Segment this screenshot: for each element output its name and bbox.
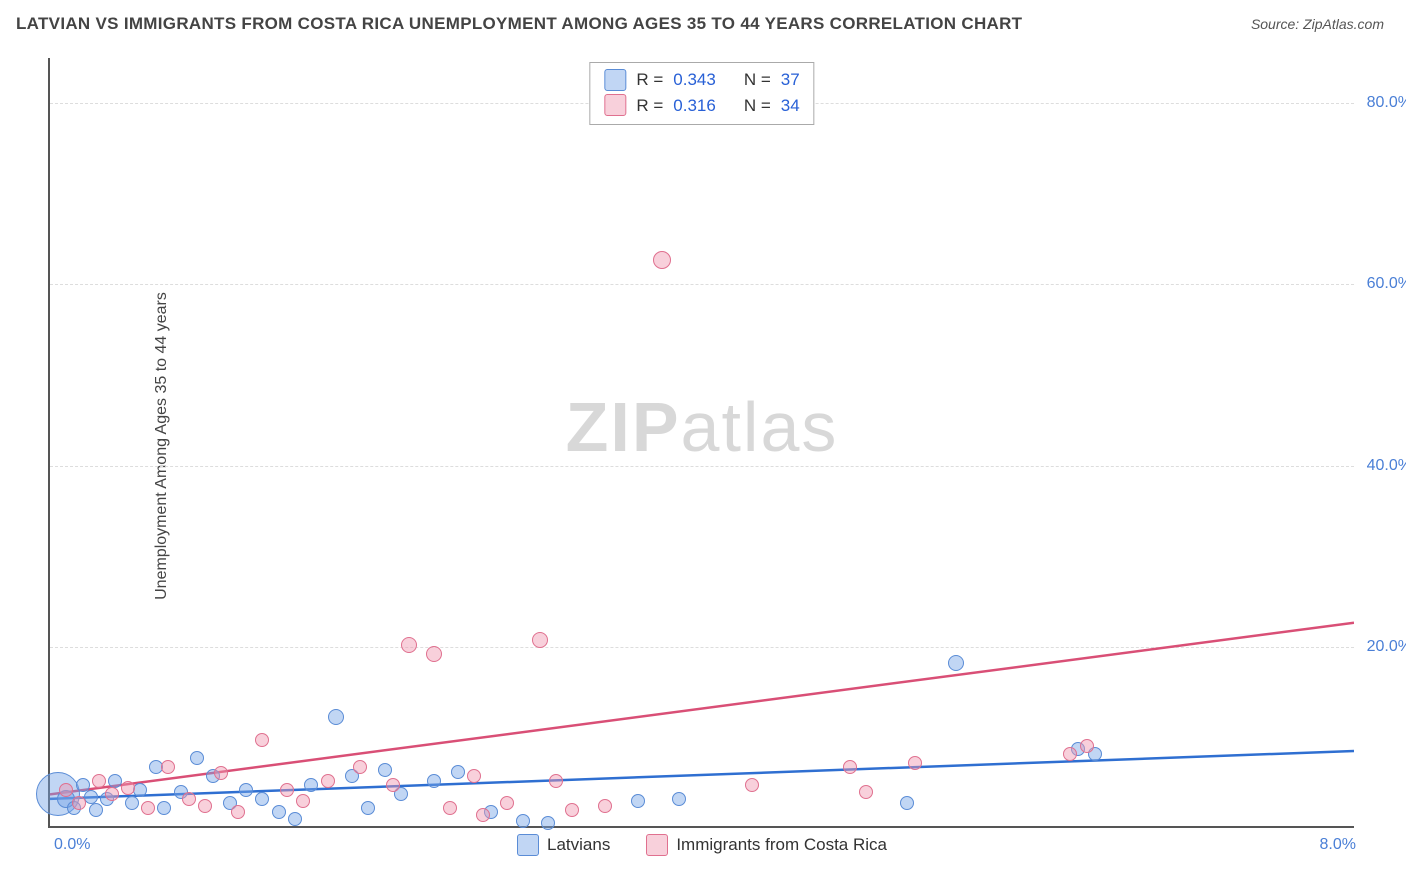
legend-swatch-series1b <box>517 834 539 856</box>
scatter-point-series2 <box>843 760 857 774</box>
scatter-point-series2 <box>141 801 155 815</box>
scatter-point-series1 <box>361 801 375 815</box>
scatter-point-series2 <box>1080 739 1094 753</box>
scatter-point-series1 <box>89 803 103 817</box>
scatter-point-series1 <box>157 801 171 815</box>
scatter-point-series2 <box>653 251 671 269</box>
scatter-point-series2 <box>467 769 481 783</box>
scatter-point-series1 <box>304 778 318 792</box>
scatter-point-series1 <box>125 796 139 810</box>
y-tick-label: 20.0% <box>1367 638 1406 656</box>
scatter-point-series1 <box>255 792 269 806</box>
gridline <box>50 466 1354 467</box>
scatter-point-series2 <box>280 783 294 797</box>
y-tick-label: 60.0% <box>1367 275 1406 293</box>
legend-row-series1: R = 0.343 N = 37 <box>604 67 799 93</box>
scatter-point-series2 <box>401 637 417 653</box>
scatter-point-series1 <box>108 774 122 788</box>
scatter-point-series2 <box>908 756 922 770</box>
r-value-series1: 0.343 <box>673 67 716 93</box>
plot-area: ZIPatlas 20.0%40.0%60.0%80.0% R = 0.343 … <box>48 58 1354 828</box>
scatter-point-series2 <box>59 783 73 797</box>
legend-row-series2: R = 0.316 N = 34 <box>604 93 799 119</box>
scatter-point-series2 <box>443 801 457 815</box>
legend-swatch-series2 <box>604 94 626 116</box>
scatter-point-series1 <box>288 812 302 826</box>
n-label: N = <box>744 67 771 93</box>
scatter-point-series2 <box>105 787 119 801</box>
scatter-point-series2 <box>549 774 563 788</box>
scatter-point-series1 <box>900 796 914 810</box>
scatter-point-series1 <box>328 709 344 725</box>
scatter-point-series2 <box>386 778 400 792</box>
scatter-point-series1 <box>516 814 530 828</box>
scatter-point-series2 <box>476 808 490 822</box>
scatter-point-series2 <box>598 799 612 813</box>
gridline <box>50 284 1354 285</box>
scatter-point-series2 <box>161 760 175 774</box>
legend-item-series2: Immigrants from Costa Rica <box>646 834 887 856</box>
n-value-series2: 34 <box>781 93 800 119</box>
y-tick-label: 80.0% <box>1367 94 1406 112</box>
legend-item-series1: Latvians <box>517 834 610 856</box>
legend-series-names: Latvians Immigrants from Costa Rica <box>517 834 887 856</box>
trend-line-series2 <box>50 623 1354 795</box>
n-value-series1: 37 <box>781 67 800 93</box>
scatter-point-series2 <box>565 803 579 817</box>
chart-title: LATVIAN VS IMMIGRANTS FROM COSTA RICA UN… <box>16 14 1022 34</box>
scatter-point-series2 <box>198 799 212 813</box>
scatter-point-series1 <box>948 655 964 671</box>
scatter-point-series1 <box>190 751 204 765</box>
scatter-point-series1 <box>239 783 253 797</box>
legend-swatch-series1 <box>604 69 626 91</box>
scatter-point-series1 <box>378 763 392 777</box>
scatter-point-series2 <box>214 766 228 780</box>
scatter-point-series2 <box>255 733 269 747</box>
scatter-point-series2 <box>500 796 514 810</box>
watermark-rest: atlas <box>681 388 839 466</box>
n-label: N = <box>744 93 771 119</box>
scatter-point-series2 <box>745 778 759 792</box>
scatter-point-series1 <box>427 774 441 788</box>
scatter-point-series1 <box>451 765 465 779</box>
legend-correlation-box: R = 0.343 N = 37 R = 0.316 N = 34 <box>589 62 814 125</box>
r-label: R = <box>636 93 663 119</box>
scatter-point-series2 <box>353 760 367 774</box>
scatter-point-series1 <box>541 816 555 830</box>
x-axis-origin-label: 0.0% <box>54 836 90 854</box>
scatter-point-series2 <box>92 774 106 788</box>
scatter-point-series2 <box>321 774 335 788</box>
r-label: R = <box>636 67 663 93</box>
gridline <box>50 647 1354 648</box>
scatter-point-series2 <box>859 785 873 799</box>
y-tick-label: 40.0% <box>1367 457 1406 475</box>
scatter-point-series2 <box>72 796 86 810</box>
trend-lines <box>50 58 1354 826</box>
scatter-point-series1 <box>272 805 286 819</box>
scatter-point-series1 <box>672 792 686 806</box>
scatter-point-series2 <box>426 646 442 662</box>
scatter-point-series2 <box>231 805 245 819</box>
scatter-point-series2 <box>296 794 310 808</box>
scatter-point-series1 <box>631 794 645 808</box>
watermark-bold: ZIP <box>566 388 681 466</box>
scatter-point-series2 <box>121 781 135 795</box>
legend-label-series2: Immigrants from Costa Rica <box>676 835 887 855</box>
legend-label-series1: Latvians <box>547 835 610 855</box>
scatter-point-series2 <box>1063 747 1077 761</box>
watermark: ZIPatlas <box>566 387 839 467</box>
source-attribution: Source: ZipAtlas.com <box>1251 16 1384 32</box>
scatter-point-series2 <box>532 632 548 648</box>
r-value-series2: 0.316 <box>673 93 716 119</box>
x-axis-max-label: 8.0% <box>1320 836 1356 854</box>
scatter-point-series2 <box>182 792 196 806</box>
legend-swatch-series2b <box>646 834 668 856</box>
